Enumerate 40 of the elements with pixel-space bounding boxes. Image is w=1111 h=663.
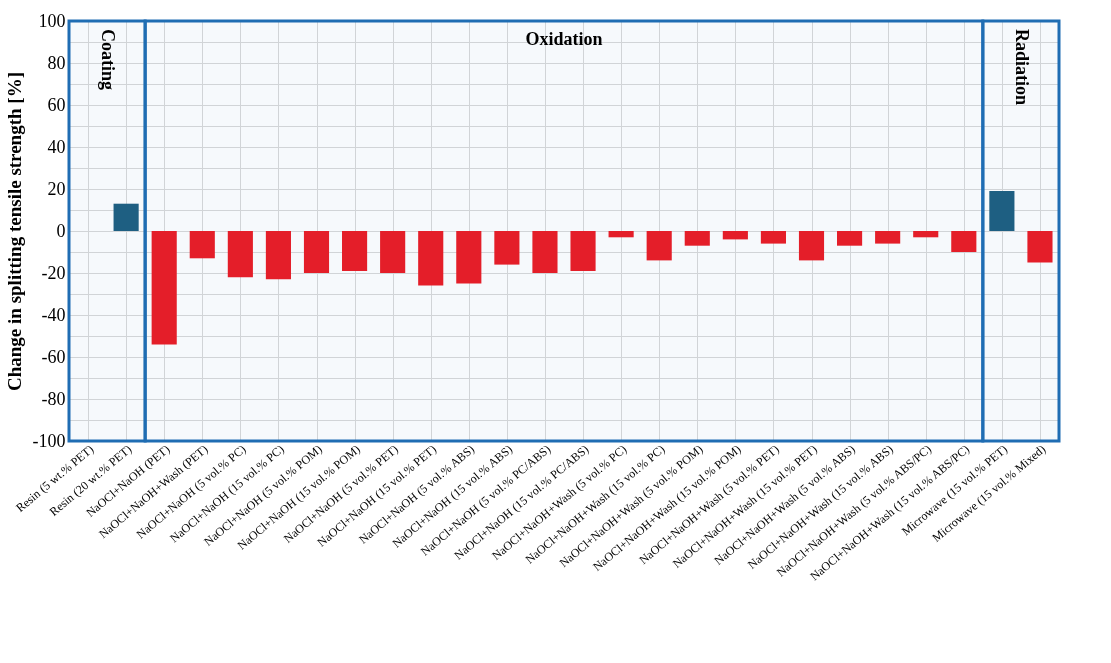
- bar: [1027, 231, 1053, 263]
- band-label: Oxidation: [525, 29, 603, 49]
- bar: [646, 231, 672, 261]
- bar: [456, 231, 482, 284]
- bar: [684, 231, 710, 246]
- bar: [265, 231, 291, 280]
- y-tick-label: 80: [47, 52, 66, 73]
- bar: [913, 231, 939, 238]
- bar: [113, 203, 139, 231]
- bar: [303, 231, 330, 273]
- y-axis-title: Change in splitting tensile strength [%]: [3, 72, 25, 391]
- bar: [227, 231, 253, 278]
- y-tick-label: 20: [47, 178, 66, 199]
- bar: [875, 231, 901, 244]
- bar: [989, 191, 1015, 231]
- bar: [494, 231, 520, 265]
- bar: [532, 231, 558, 273]
- bar: [380, 231, 406, 273]
- y-tick-label: 40: [47, 136, 66, 157]
- y-tick-label: 100: [38, 10, 66, 31]
- band-label: Coating: [98, 29, 119, 91]
- y-tick-label: -80: [41, 388, 66, 409]
- bar: [342, 231, 368, 271]
- y-tick-label: 0: [56, 220, 66, 241]
- bar: [151, 231, 177, 345]
- y-tick-label: -40: [41, 304, 66, 325]
- bar: [418, 231, 444, 286]
- y-tick-label: -100: [32, 430, 66, 451]
- bar: [570, 231, 596, 271]
- bar: [798, 231, 825, 261]
- bar: [951, 231, 977, 252]
- y-tick-label: 60: [47, 94, 66, 115]
- bar: [722, 231, 748, 240]
- bar: [837, 231, 863, 246]
- bar: [189, 231, 215, 259]
- bar: [608, 231, 634, 238]
- y-tick-label: -60: [41, 346, 66, 367]
- band-label: Radiation: [1011, 29, 1032, 106]
- y-tick-label: -20: [41, 262, 66, 283]
- bar: [760, 231, 786, 244]
